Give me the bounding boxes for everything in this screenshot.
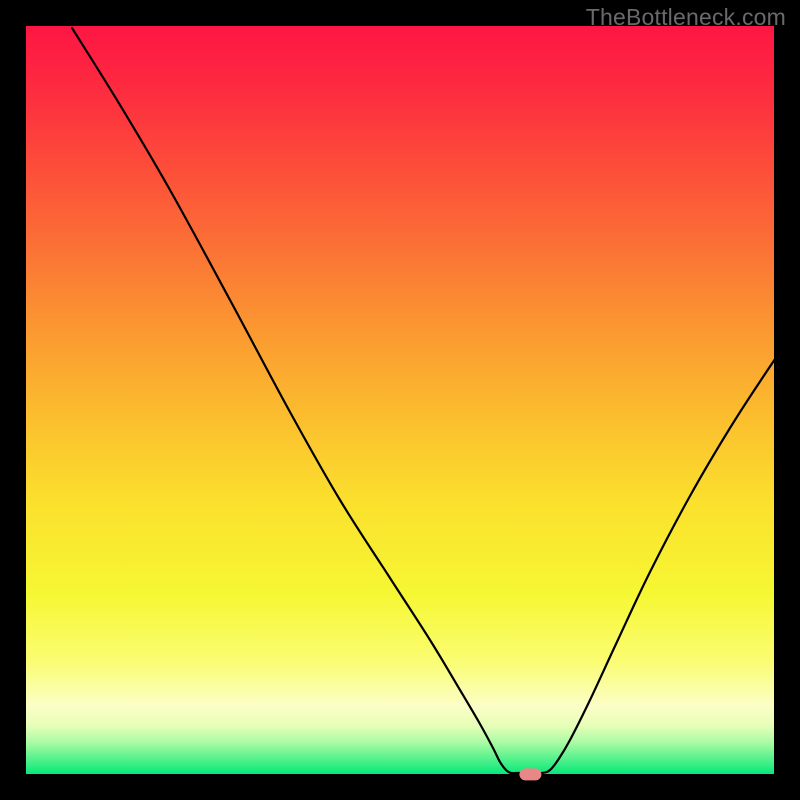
bottleneck-chart — [0, 0, 800, 800]
optimal-point-marker — [519, 768, 541, 780]
chart-gradient-background — [26, 26, 774, 774]
watermark-text: TheBottleneck.com — [586, 4, 786, 31]
chart-container: TheBottleneck.com — [0, 0, 800, 800]
